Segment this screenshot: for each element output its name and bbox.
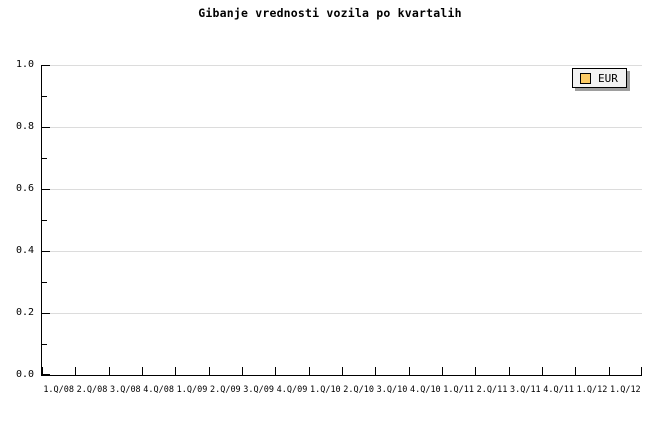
x-axis-tick (575, 367, 576, 375)
y-axis-minor-tick (42, 96, 47, 97)
x-axis-tick (142, 367, 143, 375)
x-axis-tick (542, 367, 543, 375)
y-axis-minor-tick (42, 344, 47, 345)
x-axis-tick-label: 1.Q/12 (609, 385, 641, 395)
x-axis-tick-label: 3.Q/10 (376, 385, 408, 395)
x-axis-tick (641, 367, 642, 375)
x-axis-tick (409, 367, 410, 375)
gridline (42, 127, 642, 128)
x-axis-tick-label: 2.Q/10 (343, 385, 375, 395)
legend-label-eur: EUR (598, 71, 618, 85)
x-axis-tick (242, 367, 243, 375)
legend-swatch-eur (580, 72, 591, 84)
y-axis-tick-label: 0.0 (15, 369, 34, 380)
x-axis-tick (475, 367, 476, 375)
x-axis-tick-label: 2.Q/11 (476, 385, 508, 395)
x-axis-tick (275, 367, 276, 375)
y-axis-minor-tick (42, 282, 47, 283)
y-axis-tick (42, 374, 50, 375)
x-axis-tick (442, 367, 443, 375)
x-axis-tick (75, 367, 76, 375)
x-axis-tick-label: 4.Q/11 (543, 385, 575, 395)
y-axis-tick (42, 127, 50, 128)
x-axis-tick (375, 367, 376, 375)
x-axis-tick-label: 1.Q/12 (576, 385, 608, 395)
chart-title: Gibanje vrednosti vozila po kvartalih (198, 6, 462, 20)
x-axis-tick (309, 367, 310, 375)
x-axis-tick (109, 367, 110, 375)
gridline (42, 251, 642, 252)
x-axis-tick-label: 1.Q/11 (443, 385, 475, 395)
x-axis-tick-label: 4.Q/08 (143, 385, 175, 395)
x-axis-tick-label: 3.Q/08 (109, 385, 141, 395)
x-axis-tick (209, 367, 210, 375)
x-axis-tick (509, 367, 510, 375)
y-axis-tick-label: 0.2 (15, 307, 34, 318)
y-axis-tick (42, 65, 50, 66)
x-axis-tick (342, 367, 343, 375)
x-axis-tick-label: 4.Q/10 (409, 385, 441, 395)
y-axis-tick-label: 1.0 (15, 59, 34, 70)
x-axis-tick-label: 3.Q/09 (243, 385, 275, 395)
y-axis-tick-label: 0.6 (15, 183, 34, 194)
y-axis-minor-tick (42, 220, 47, 221)
gridline (42, 189, 642, 190)
y-axis-tick (42, 189, 50, 190)
x-axis-tick (175, 367, 176, 375)
y-axis-minor-tick (42, 158, 47, 159)
x-axis-tick-label: 3.Q/11 (509, 385, 541, 395)
y-axis-tick (42, 251, 50, 252)
x-axis-tick-label: 2.Q/08 (76, 385, 108, 395)
x-axis-tick-label: 4.Q/09 (276, 385, 308, 395)
legend: EUR (572, 68, 627, 88)
gridline (42, 313, 642, 314)
x-axis-tick-label: 2.Q/09 (209, 385, 241, 395)
y-axis-tick-label: 0.4 (15, 245, 34, 256)
x-axis-tick (42, 367, 43, 375)
y-axis-tick (42, 313, 50, 314)
x-axis-tick (609, 367, 610, 375)
plot-area: 1.0 0.8 0.6 0.4 0.2 0.0 1.Q/08 2.Q/08 3.Q/08 4.Q/… (16, 59, 642, 395)
y-axis-tick-label: 0.8 (15, 121, 34, 132)
x-axis-tick-label: 1.Q/10 (309, 385, 341, 395)
x-axis-tick-label: 1.Q/09 (176, 385, 208, 395)
gridline (42, 65, 642, 66)
x-axis-tick-label: 1.Q/08 (43, 385, 75, 395)
